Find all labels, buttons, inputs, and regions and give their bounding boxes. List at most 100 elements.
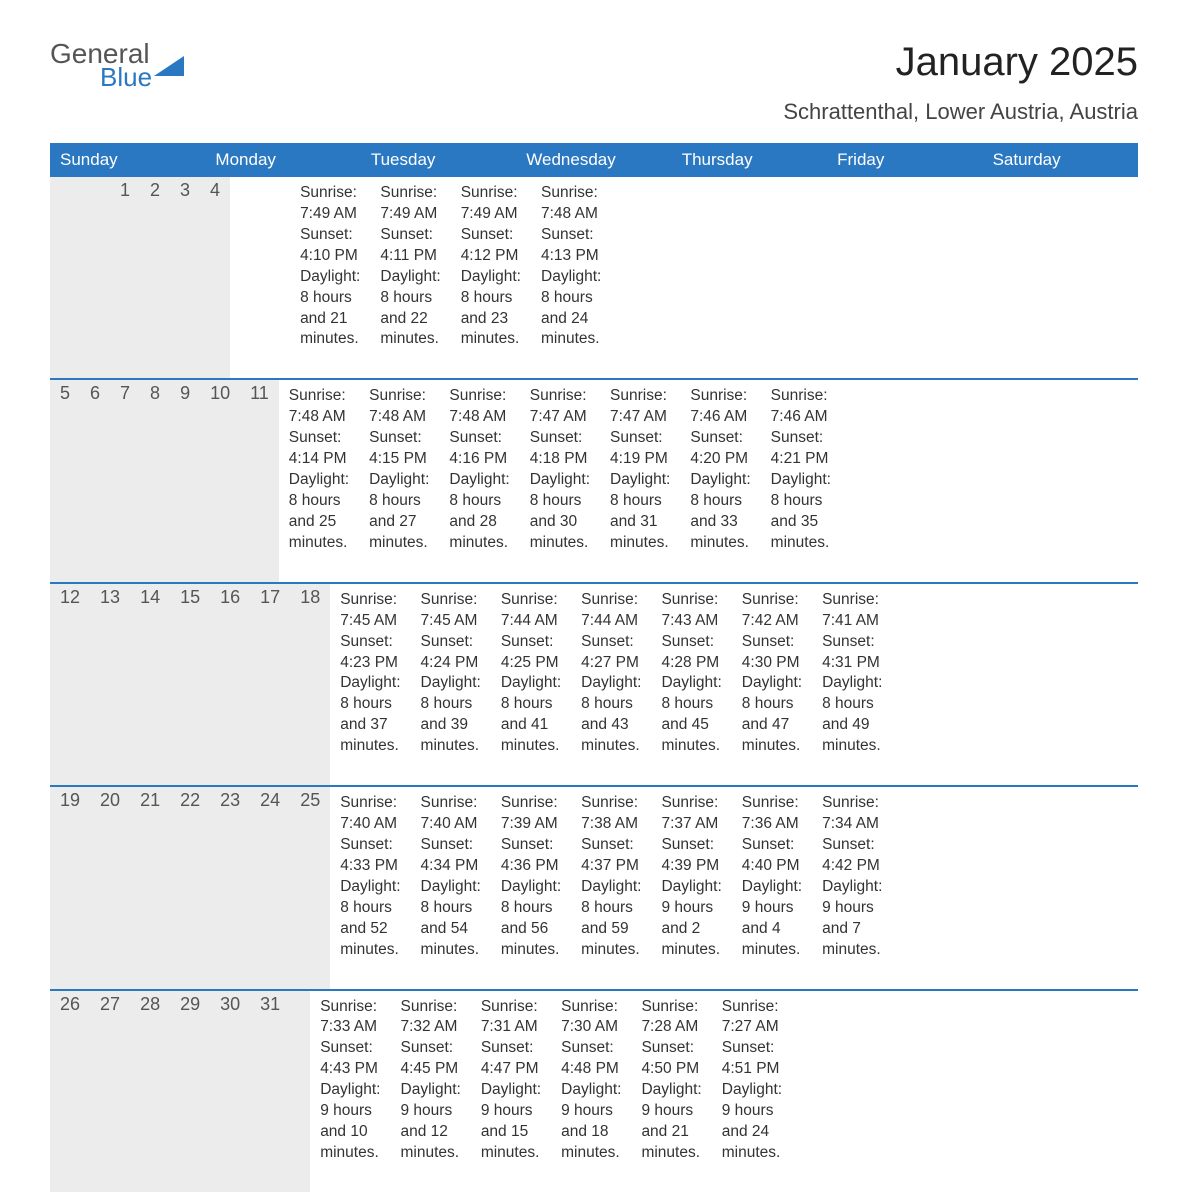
day-number-row: 262728293031 (50, 991, 310, 1192)
sunset-text: Sunset: 4:28 PM (661, 632, 721, 674)
day-number: 4 (200, 177, 230, 378)
sunset-text: Sunset: 4:19 PM (610, 428, 670, 470)
day-cell (250, 177, 270, 350)
sunrise-text: Sunrise: 7:48 AM (369, 386, 429, 428)
sunset-text: Sunset: 4:18 PM (530, 428, 590, 470)
sunset-text: Sunset: 4:40 PM (742, 835, 802, 877)
calendar-week: 1234Sunrise: 7:49 AMSunset: 4:10 PMDayli… (50, 177, 1138, 378)
calendar-week: 12131415161718Sunrise: 7:45 AMSunset: 4:… (50, 582, 1138, 785)
day-number: 24 (250, 787, 290, 988)
day-cell: Sunrise: 7:30 AMSunset: 4:48 PMDaylight:… (551, 991, 631, 1164)
sunrise-text: Sunrise: 7:37 AM (661, 793, 721, 835)
daylight-text: and 59 minutes. (581, 919, 641, 961)
sunrise-text: Sunrise: 7:43 AM (661, 590, 721, 632)
daylight-text: Daylight: 8 hours (449, 470, 509, 512)
day-cell (230, 177, 250, 350)
day-number: 8 (140, 380, 170, 581)
day-number: 7 (110, 380, 140, 581)
day-number: 5 (50, 380, 80, 581)
day-cell: Sunrise: 7:45 AMSunset: 4:23 PMDaylight:… (330, 584, 410, 757)
day-cell (270, 177, 290, 350)
sunset-text: Sunset: 4:43 PM (320, 1038, 380, 1080)
sunrise-text: Sunrise: 7:44 AM (581, 590, 641, 632)
day-number: 3 (170, 177, 200, 378)
day-number: 18 (290, 584, 330, 785)
daylight-text: and 39 minutes. (421, 715, 481, 757)
sunrise-text: Sunrise: 7:49 AM (380, 183, 440, 225)
daylight-text: Daylight: 8 hours (661, 673, 721, 715)
sunrise-text: Sunrise: 7:46 AM (690, 386, 750, 428)
sunset-text: Sunset: 4:45 PM (401, 1038, 461, 1080)
daylight-text: Daylight: 9 hours (401, 1080, 461, 1122)
day-cell: Sunrise: 7:31 AMSunset: 4:47 PMDaylight:… (471, 991, 551, 1164)
sunrise-text: Sunrise: 7:28 AM (641, 997, 701, 1039)
calendar-week: 19202122232425Sunrise: 7:40 AMSunset: 4:… (50, 785, 1138, 988)
day-header: Monday (205, 143, 360, 177)
day-content-row: Sunrise: 7:48 AMSunset: 4:14 PMDaylight:… (279, 380, 841, 581)
daylight-text: and 12 minutes. (401, 1122, 461, 1164)
calendar-body: 1234Sunrise: 7:49 AMSunset: 4:10 PMDayli… (50, 177, 1138, 1192)
sunrise-text: Sunrise: 7:40 AM (340, 793, 400, 835)
title-block: January 2025 Schrattenthal, Lower Austri… (783, 40, 1138, 125)
daylight-text: Daylight: 9 hours (722, 1080, 782, 1122)
calendar-week: 567891011Sunrise: 7:48 AMSunset: 4:14 PM… (50, 378, 1138, 581)
day-cell: Sunrise: 7:36 AMSunset: 4:40 PMDaylight:… (732, 787, 812, 960)
sunrise-text: Sunrise: 7:48 AM (289, 386, 349, 428)
sunrise-text: Sunrise: 7:47 AM (610, 386, 670, 428)
logo-triangle-icon (154, 54, 188, 83)
day-number: 11 (240, 380, 279, 581)
sunset-text: Sunset: 4:33 PM (340, 835, 400, 877)
day-number (290, 991, 310, 1192)
day-number: 27 (90, 991, 130, 1192)
day-cell: Sunrise: 7:46 AMSunset: 4:20 PMDaylight:… (680, 380, 760, 553)
day-cell: Sunrise: 7:48 AMSunset: 4:14 PMDaylight:… (279, 380, 359, 553)
day-number: 10 (200, 380, 240, 581)
daylight-text: Daylight: 9 hours (742, 877, 802, 919)
location: Schrattenthal, Lower Austria, Austria (783, 99, 1138, 125)
daylight-text: and 47 minutes. (742, 715, 802, 757)
month-title: January 2025 (783, 40, 1138, 85)
sunrise-text: Sunrise: 7:48 AM (541, 183, 601, 225)
daylight-text: Daylight: 9 hours (641, 1080, 701, 1122)
day-number: 28 (130, 991, 170, 1192)
daylight-text: Daylight: 8 hours (822, 673, 882, 715)
day-cell: Sunrise: 7:37 AMSunset: 4:39 PMDaylight:… (651, 787, 731, 960)
sunrise-text: Sunrise: 7:38 AM (581, 793, 641, 835)
day-cell: Sunrise: 7:39 AMSunset: 4:36 PMDaylight:… (491, 787, 571, 960)
daylight-text: and 28 minutes. (449, 512, 509, 554)
sunset-text: Sunset: 4:16 PM (449, 428, 509, 470)
sunrise-text: Sunrise: 7:49 AM (300, 183, 360, 225)
daylight-text: Daylight: 8 hours (690, 470, 750, 512)
daylight-text: Daylight: 8 hours (581, 673, 641, 715)
day-number: 19 (50, 787, 90, 988)
daylight-text: and 21 minutes. (300, 309, 360, 351)
day-cell: Sunrise: 7:48 AMSunset: 4:13 PMDaylight:… (531, 177, 611, 350)
day-cell: Sunrise: 7:47 AMSunset: 4:19 PMDaylight:… (600, 380, 680, 553)
day-cell: Sunrise: 7:48 AMSunset: 4:16 PMDaylight:… (439, 380, 519, 553)
daylight-text: Daylight: 8 hours (340, 673, 400, 715)
day-cell: Sunrise: 7:40 AMSunset: 4:34 PMDaylight:… (411, 787, 491, 960)
daylight-text: Daylight: 8 hours (530, 470, 590, 512)
daylight-text: Daylight: 9 hours (481, 1080, 541, 1122)
daylight-text: and 52 minutes. (340, 919, 400, 961)
sunset-text: Sunset: 4:10 PM (300, 225, 360, 267)
day-cell: Sunrise: 7:27 AMSunset: 4:51 PMDaylight:… (712, 991, 792, 1164)
sunset-text: Sunset: 4:12 PM (461, 225, 521, 267)
sunset-text: Sunset: 4:48 PM (561, 1038, 621, 1080)
daylight-text: and 23 minutes. (461, 309, 521, 351)
sunset-text: Sunset: 4:31 PM (822, 632, 882, 674)
day-number: 20 (90, 787, 130, 988)
daylight-text: and 2 minutes. (661, 919, 721, 961)
daylight-text: and 22 minutes. (380, 309, 440, 351)
day-number (50, 177, 70, 378)
sunrise-text: Sunrise: 7:48 AM (449, 386, 509, 428)
day-header: Friday (827, 143, 982, 177)
daylight-text: and 18 minutes. (561, 1122, 621, 1164)
day-number: 9 (170, 380, 200, 581)
day-number: 14 (130, 584, 170, 785)
sunset-text: Sunset: 4:50 PM (641, 1038, 701, 1080)
day-header: Wednesday (516, 143, 671, 177)
daylight-text: Daylight: 9 hours (822, 877, 882, 919)
daylight-text: Daylight: 8 hours (541, 267, 601, 309)
daylight-text: and 54 minutes. (421, 919, 481, 961)
